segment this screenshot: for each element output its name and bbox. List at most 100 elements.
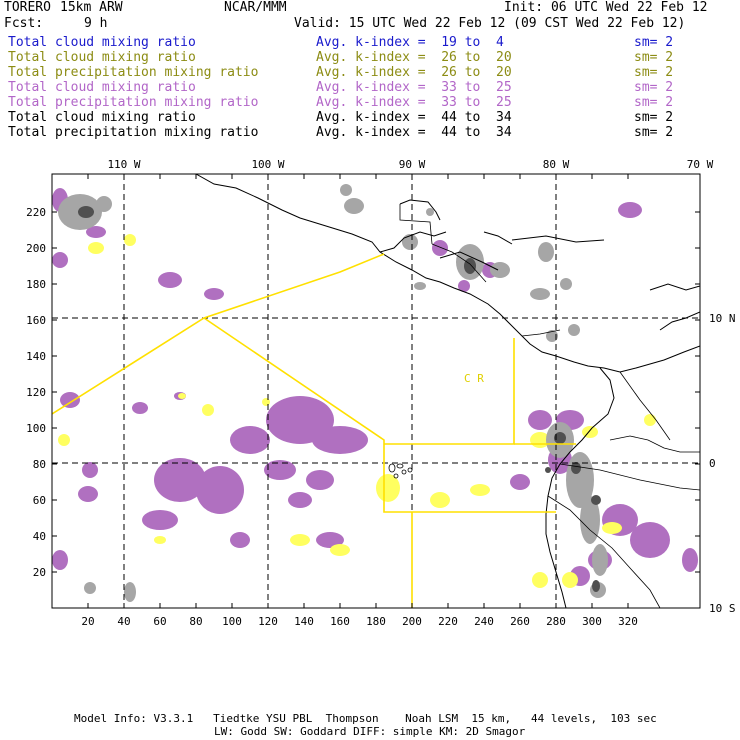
legend-kindex: Avg. k-index = 44 to 34 — [316, 110, 512, 125]
legend-kindex: Avg. k-index = 33 to 25 — [316, 80, 512, 95]
legend-field: Total cloud mixing ratio — [8, 50, 196, 65]
cloud-yellow — [470, 484, 490, 496]
latitude-label: 0 — [709, 457, 716, 470]
legend-field: Total cloud mixing ratio — [8, 80, 196, 95]
bottom-tick-label: 100 — [222, 615, 242, 628]
institution: NCAR/MMM — [224, 0, 287, 15]
bottom-tick-label: 120 — [258, 615, 278, 628]
left-tick-label: 120 — [26, 386, 46, 399]
cloud-purple — [306, 470, 334, 490]
physics-info: LW: Godd SW: Goddard DIFF: simple KM: 2D… — [214, 725, 526, 738]
legend-field: Total precipitation mixing ratio — [8, 125, 259, 140]
bottom-tick-label: 40 — [117, 615, 130, 628]
cloud-purple — [86, 226, 106, 238]
bottom-tick-label: 200 — [402, 615, 422, 628]
cloud-yellow — [178, 393, 186, 399]
init-time: Init: 06 UTC Wed 22 Feb 12 — [504, 0, 708, 15]
cloud-gray — [560, 278, 572, 290]
cloud-dark — [78, 206, 94, 218]
cloud-purple — [52, 252, 68, 268]
map-frame — [51, 173, 701, 609]
cloud-purple — [312, 426, 368, 454]
longitude-label: 70 W — [687, 158, 714, 171]
cloud-yellow — [154, 536, 166, 544]
bottom-tick-label: 260 — [510, 615, 530, 628]
left-tick-label: 160 — [26, 314, 46, 327]
legend-kindex: Avg. k-index = 19 to 4 — [316, 35, 504, 50]
forecast-label: Fcst: — [4, 16, 44, 31]
legend-sm: sm= 2 — [634, 95, 674, 110]
cloud-yellow — [562, 572, 578, 588]
cloud-purple — [132, 402, 148, 414]
cloud-gray — [344, 198, 364, 214]
legend-sm: sm= 2 — [634, 110, 674, 125]
cloud-purple — [288, 492, 312, 508]
cloud-purple — [82, 462, 98, 478]
cloud-yellow — [602, 522, 622, 534]
cloud-gray — [580, 496, 600, 544]
cloud-yellow — [124, 234, 136, 246]
legend-sm: sm= 2 — [634, 65, 674, 80]
cloud-dark — [571, 462, 581, 474]
cloud-gray — [84, 582, 96, 594]
cloud-yellow — [88, 242, 104, 254]
cloud-gray — [124, 582, 136, 602]
grid-lines — [52, 174, 700, 608]
bottom-tick-label: 300 — [582, 615, 602, 628]
left-tick-label: 60 — [33, 494, 46, 507]
bottom-tick-label: 320 — [618, 615, 638, 628]
legend-kindex: Avg. k-index = 26 to 20 — [316, 50, 512, 65]
cloud-purple — [316, 532, 344, 548]
cloud-yellow — [58, 434, 70, 446]
bottom-tick-label: 220 — [438, 615, 458, 628]
cloud-yellow — [430, 492, 450, 508]
galapagos-islands — [388, 463, 413, 479]
forecast-hour: 9 h — [84, 16, 108, 31]
cloud-purple — [78, 486, 98, 502]
cloud-purple — [158, 272, 182, 288]
bottom-tick-label: 20 — [81, 615, 94, 628]
bottom-tick-label: 160 — [330, 615, 350, 628]
longitude-label: 80 W — [543, 158, 570, 171]
left-tick-label: 200 — [26, 242, 46, 255]
cloud-gray — [426, 208, 434, 216]
cloud-purple — [154, 458, 206, 502]
cloud-purple — [682, 548, 698, 572]
legend-field: Total cloud mixing ratio — [8, 35, 196, 50]
cloud-purple — [230, 532, 250, 548]
cloud-gray — [96, 196, 112, 212]
cloud-gray — [568, 324, 580, 336]
legend-sm: sm= 2 — [634, 35, 674, 50]
cloud-purple — [52, 550, 68, 570]
country-borders — [399, 204, 700, 608]
cloud-dark — [591, 495, 601, 505]
cloud-gray — [546, 330, 558, 342]
cloud-purple — [510, 474, 530, 490]
longitude-label: 100 W — [251, 158, 284, 171]
left-tick-label: 100 — [26, 422, 46, 435]
legend-field: Total precipitation mixing ratio — [8, 65, 259, 80]
cloud-purple — [230, 426, 270, 454]
cloud-yellow — [290, 534, 310, 546]
cloud-purple — [630, 522, 670, 558]
legend-kindex: Avg. k-index = 44 to 34 — [316, 125, 512, 140]
cloud-purple — [458, 280, 470, 292]
cloud-dark — [464, 258, 476, 274]
longitude-label: 110 W — [107, 158, 140, 171]
bottom-tick-label: 80 — [189, 615, 202, 628]
cloud-purple — [204, 288, 224, 300]
cloud-gray — [340, 184, 352, 196]
cloud-dark — [592, 580, 600, 592]
cloud-yellow — [262, 398, 270, 406]
bottom-tick-label: 240 — [474, 615, 494, 628]
model-name: TORERO — [4, 0, 51, 15]
left-tick-label: 40 — [33, 530, 46, 543]
latitude-label: 10 N — [709, 312, 736, 325]
cloud-yellow — [376, 474, 400, 502]
cloud-purple-layer — [52, 188, 698, 586]
cloud-gray — [538, 242, 554, 262]
left-tick-label: 220 — [26, 206, 46, 219]
model-info: Model Info: V3.3.1 Tiedtke YSU PBL Thomp… — [74, 712, 657, 725]
cloud-yellow — [644, 414, 656, 426]
